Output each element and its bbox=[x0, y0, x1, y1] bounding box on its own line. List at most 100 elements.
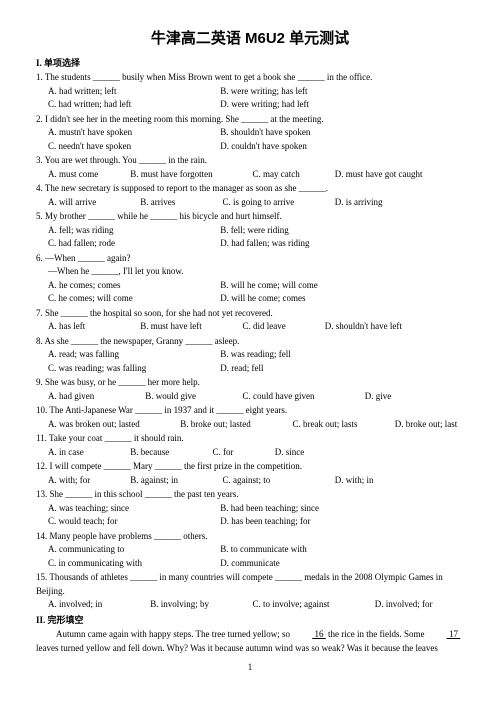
q6-a: A. he comes; comes bbox=[48, 279, 218, 293]
q15-c: C. to involve; against bbox=[253, 598, 373, 612]
q9-a: A. had given bbox=[48, 390, 143, 404]
question-2: 2. I didn't see her in the meeting room … bbox=[36, 113, 464, 154]
q4-c: C. is going to arrive bbox=[223, 196, 333, 210]
q12-b: B. against; in bbox=[130, 474, 220, 488]
q12-stem: 12. I will compete ______ Mary ______ th… bbox=[36, 460, 464, 474]
question-1: 1. The students ______ busily when Miss … bbox=[36, 71, 464, 112]
q11-d: D. since bbox=[275, 446, 305, 460]
cloze-text-1: Autumn came again with happy steps. The … bbox=[56, 629, 290, 639]
q15-a: A. involved; in bbox=[48, 598, 148, 612]
q14-b: B. to communicate with bbox=[220, 543, 306, 557]
q1-d: D. were writing; had left bbox=[220, 98, 309, 112]
q9-stem: 9. She was busy, or he ______ her more h… bbox=[36, 376, 464, 390]
question-5: 5. My brother ______ while he ______ his… bbox=[36, 210, 464, 251]
q1-b: B. were writing; has left bbox=[220, 85, 307, 99]
q2-stem: 2. I didn't see her in the meeting room … bbox=[36, 113, 464, 127]
q3-a: A. must come bbox=[48, 168, 128, 182]
q11-stem: 11. Take your coat ______ it should rain… bbox=[36, 432, 464, 446]
q8-stem: 8. As she ______ the newspaper, Granny _… bbox=[36, 335, 464, 349]
question-11: 11. Take your coat ______ it should rain… bbox=[36, 432, 464, 459]
q1-a: A. had written; left bbox=[48, 85, 218, 99]
q13-stem: 13. She ______ in this school ______ the… bbox=[36, 488, 464, 502]
q4-a: A. will arrive bbox=[48, 196, 138, 210]
q3-stem: 3. You are wet through. You ______ in th… bbox=[36, 154, 464, 168]
q1-c: C. had written; had left bbox=[48, 98, 218, 112]
q8-c: C. was reading; was falling bbox=[48, 362, 218, 376]
q9-d: D. give bbox=[365, 390, 392, 404]
question-9: 9. She was busy, or he ______ her more h… bbox=[36, 376, 464, 403]
q10-b: B. broke out; lasted bbox=[180, 418, 290, 432]
cloze-line-1: Autumn came again with happy steps. The … bbox=[36, 628, 464, 642]
q7-d: D. shouldn't have left bbox=[325, 320, 402, 334]
q13-c: C. would teach; for bbox=[48, 515, 218, 529]
question-8: 8. As she ______ the newspaper, Granny _… bbox=[36, 335, 464, 376]
q5-stem: 5. My brother ______ while he ______ his… bbox=[36, 210, 464, 224]
q9-c: C. could have given bbox=[243, 390, 363, 404]
q5-d: D. had fallen; was riding bbox=[220, 237, 309, 251]
question-3: 3. You are wet through. You ______ in th… bbox=[36, 154, 464, 181]
q14-d: D. communicate bbox=[220, 557, 279, 571]
q6-stem1: 6. —When ______ again? bbox=[36, 252, 464, 266]
q15-b: B. involving; by bbox=[150, 598, 250, 612]
blank-17: 17 bbox=[427, 628, 461, 642]
cloze-line-2: leaves turned yellow and fell down. Why?… bbox=[36, 642, 464, 656]
question-10: 10. The Anti-Japanese War ______ in 1937… bbox=[36, 404, 464, 431]
q3-b: B. must have forgotten bbox=[130, 168, 250, 182]
question-14: 14. Many people have problems ______ oth… bbox=[36, 530, 464, 571]
q6-c: C. he comes; will come bbox=[48, 292, 218, 306]
q11-c: C. for bbox=[213, 446, 273, 460]
q2-a: A. mustn't have spoken bbox=[48, 126, 218, 140]
q6-d: D. will he come; comes bbox=[220, 292, 305, 306]
q2-d: D. couldn't have spoken bbox=[220, 140, 307, 154]
q4-d: D. is arriving bbox=[335, 196, 383, 210]
question-7: 7. She ______ the hospital so soon, for … bbox=[36, 307, 464, 334]
q8-a: A. read; was falling bbox=[48, 348, 218, 362]
q12-c: C. against; to bbox=[223, 474, 333, 488]
q15-stem: 15. Thousands of athletes ______ in many… bbox=[36, 571, 464, 598]
q14-c: C. in communicating with bbox=[48, 557, 218, 571]
q9-b: B. would give bbox=[145, 390, 240, 404]
q10-c: C. break out; lasts bbox=[293, 418, 393, 432]
q3-c: C. may catch bbox=[253, 168, 333, 182]
q2-c: C. needn't have spoken bbox=[48, 140, 218, 154]
q2-b: B. shouldn't have spoken bbox=[220, 126, 310, 140]
page-number: 1 bbox=[36, 661, 464, 675]
exam-page: 牛津高二英语 M6U2 单元测试 I. 单项选择 1. The students… bbox=[0, 0, 500, 685]
q11-b: B. because bbox=[130, 446, 210, 460]
page-title: 牛津高二英语 M6U2 单元测试 bbox=[36, 28, 464, 51]
q10-d: D. broke out; last bbox=[395, 418, 458, 432]
q7-b: B. must have left bbox=[140, 320, 240, 334]
q5-b: B. fell; were riding bbox=[220, 224, 288, 238]
q6-stem2: —When he ______, I'll let you know. bbox=[36, 265, 464, 279]
q4-b: B. arrives bbox=[140, 196, 220, 210]
cloze-text-1b: the rice in the fields. Some bbox=[328, 629, 424, 639]
q4-stem: 4. The new secretary is supposed to repo… bbox=[36, 182, 464, 196]
question-6: 6. —When ______ again? —When he ______, … bbox=[36, 252, 464, 306]
q8-d: D. read; fell bbox=[220, 362, 263, 376]
q3-d: D. must have got caught bbox=[335, 168, 423, 182]
question-4: 4. The new secretary is supposed to repo… bbox=[36, 182, 464, 209]
q7-stem: 7. She ______ the hospital so soon, for … bbox=[36, 307, 464, 321]
blank-16: 16 bbox=[292, 628, 326, 642]
q1-stem: 1. The students ______ busily when Miss … bbox=[36, 71, 464, 85]
q12-d: D. with; in bbox=[335, 474, 374, 488]
q11-a: A. in case bbox=[48, 446, 128, 460]
q13-d: D. has been teaching; for bbox=[220, 515, 310, 529]
q13-b: B. had been teaching; since bbox=[220, 502, 319, 516]
q5-a: A. fell; was riding bbox=[48, 224, 218, 238]
q15-d: D. involved; for bbox=[375, 598, 433, 612]
section-2-head: II. 完形填空 bbox=[36, 614, 464, 628]
q7-a: A. has left bbox=[48, 320, 138, 334]
q8-b: B. was reading; fell bbox=[220, 348, 290, 362]
question-15: 15. Thousands of athletes ______ in many… bbox=[36, 571, 464, 612]
q10-stem: 10. The Anti-Japanese War ______ in 1937… bbox=[36, 404, 464, 418]
q14-stem: 14. Many people have problems ______ oth… bbox=[36, 530, 464, 544]
q6-b: B. will he come; will come bbox=[220, 279, 317, 293]
question-13: 13. She ______ in this school ______ the… bbox=[36, 488, 464, 529]
q5-c: C. had fallen; rode bbox=[48, 237, 218, 251]
q10-a: A. was broken out; lasted bbox=[48, 418, 178, 432]
question-12: 12. I will compete ______ Mary ______ th… bbox=[36, 460, 464, 487]
q14-a: A. communicating to bbox=[48, 543, 218, 557]
q12-a: A. with; for bbox=[48, 474, 128, 488]
section-1-head: I. 单项选择 bbox=[36, 57, 464, 71]
